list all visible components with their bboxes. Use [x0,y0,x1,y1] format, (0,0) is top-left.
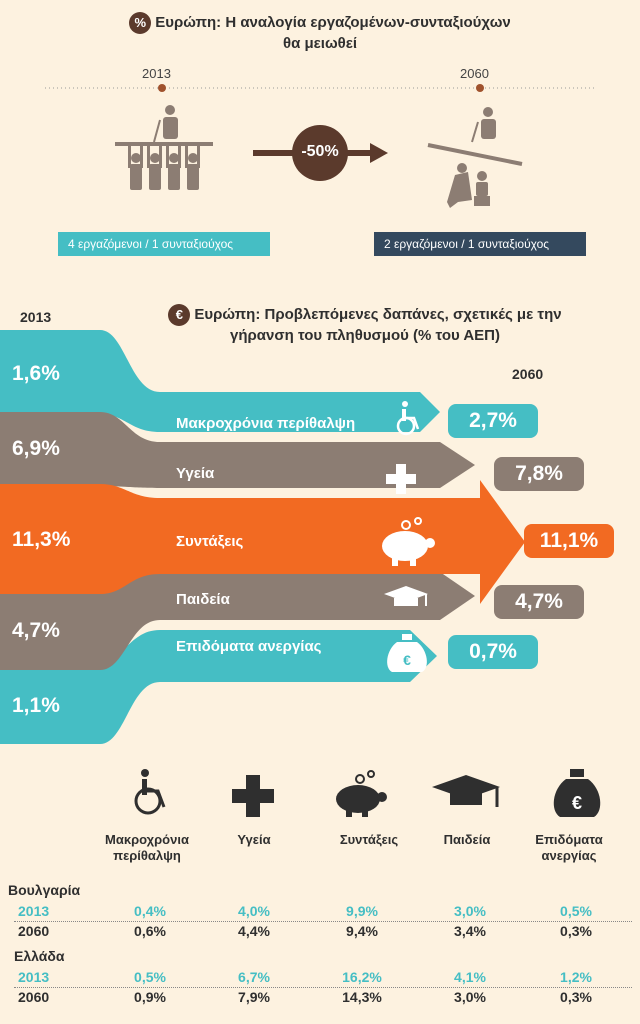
v2013-unemployment: 1,1% [12,694,60,717]
col-long-term-care: Μακροχρόνια περίθαλψη [105,832,189,863]
spending-flow-chart: € [0,330,525,744]
gr-2013-pensions: 16,2% [342,969,382,985]
spending-year-right: 2060 [512,366,544,382]
year-2060: 2060 [18,989,50,1005]
bg-2060-education: 3,4% [454,923,486,939]
spending-title-line1: Ευρώπη: Προβλεπόμενες δαπάνες, σχετικές … [194,305,562,323]
money-bag-icon: € [553,769,601,817]
label-unemployment: Επιδόματα ανεργίας [176,638,322,655]
gr-2013-unemployment: 1,2% [560,969,592,985]
bg-2013-care: 0,4% [134,903,166,919]
bg-2060-care: 0,6% [134,923,166,939]
gr-2060-health: 7,9% [238,989,270,1005]
band-education [0,572,475,670]
spending-title: € Ευρώπη: Προβλεπόμενες δαπάνες, σχετικές… [130,304,600,345]
ratio-year-left: 2013 [142,66,171,81]
bg-2060-unemployment: 0,3% [560,923,592,939]
v2060-long-term-care: 2,7% [448,404,538,438]
workers-carrying-pensioner-icon [115,105,213,190]
col-health: Υγεία [237,832,271,847]
bg-2013-pensions: 9,9% [346,903,378,919]
bg-2013-unemployment: 0,5% [560,903,592,919]
table-icons: € [134,769,601,817]
right-ratio-box: 2 εργαζόμενοι / 1 συνταξιούχος [374,232,586,256]
v2013-long-term-care: 1,6% [12,362,60,385]
graduation-cap-icon [384,586,428,606]
year-2013: 2013 [18,969,50,985]
medical-cross-icon [232,775,274,817]
country-bulgaria: Βουλγαρία [8,882,81,898]
percent-badge-icon: % [129,12,152,34]
country-greece: Ελλάδα [14,948,65,964]
bg-2060-health: 4,4% [238,923,270,939]
gr-2060-unemployment: 0,3% [560,989,592,1005]
label-education: Παιδεία [176,591,230,608]
gr-2013-education: 4,1% [454,969,486,985]
left-ratio-box: 4 εργαζόμενοι / 1 συνταξιούχος [58,232,270,256]
col-pensions: Συντάξεις [339,832,399,847]
medical-cross-icon [386,464,416,494]
gr-2060-care: 0,9% [134,989,166,1005]
label-long-term-care: Μακροχρόνια περίθαλψη [176,415,356,432]
bg-2013-health: 4,0% [238,903,270,919]
v2013-education: 4,7% [12,619,60,642]
workers-straining-icon [427,107,523,208]
bg-2060-pensions: 9,4% [346,923,378,939]
band-health [0,412,475,488]
spending-year-left: 2013 [20,309,52,325]
band-pensions [0,480,525,604]
band-long-term-care [0,330,440,432]
v2060-pensions: 11,1% [524,524,614,558]
change-label: -50% [301,143,339,160]
wheelchair-icon [134,769,166,815]
svg-text:€: € [572,793,582,813]
ratio-year-right: 2060 [460,66,489,81]
reduction-arrow-icon [253,125,388,181]
euro-badge-icon: € [168,304,191,326]
money-bag-icon: € [387,634,427,672]
gr-2060-education: 3,0% [454,989,486,1005]
year-2060: 2060 [18,923,50,939]
year-2013: 2013 [18,903,50,919]
graduation-cap-icon [432,775,500,807]
piggy-bank-icon [336,770,387,817]
gr-2013-health: 6,7% [238,969,270,985]
v2060-health: 7,8% [494,457,584,491]
svg-text:€: € [403,652,411,668]
v2013-health: 6,9% [12,437,60,460]
label-pensions: Συντάξεις [176,533,244,550]
gr-2013-care: 0,5% [134,969,166,985]
v2013-pensions: 11,3% [12,528,71,551]
bg-2013-education: 3,0% [454,903,486,919]
piggy-bank-icon [382,517,435,566]
gr-2060-pensions: 14,3% [342,989,382,1005]
label-health: Υγεία [176,465,215,482]
spending-title-line2: γήρανση του πληθυσμού (% του ΑΕΠ) [230,327,500,344]
row-divider [14,921,632,922]
col-education: Παιδεία [443,832,491,847]
wheelchair-icon [396,401,420,436]
v2060-education: 4,7% [494,585,584,619]
ratio-title-line2: θα μειωθεί [282,35,358,52]
ratio-title-line1: Ευρώπη: Η αναλογία εργαζομένων-συνταξιού… [155,13,511,31]
ratio-illustration [45,84,596,208]
col-unemployment: Επιδόματα ανεργίας [535,832,603,863]
ratio-title: % Ευρώπη: Η αναλογία εργαζομένων-συνταξιο… [60,12,580,53]
row-divider [14,987,632,988]
v2060-unemployment: 0,7% [448,635,538,669]
